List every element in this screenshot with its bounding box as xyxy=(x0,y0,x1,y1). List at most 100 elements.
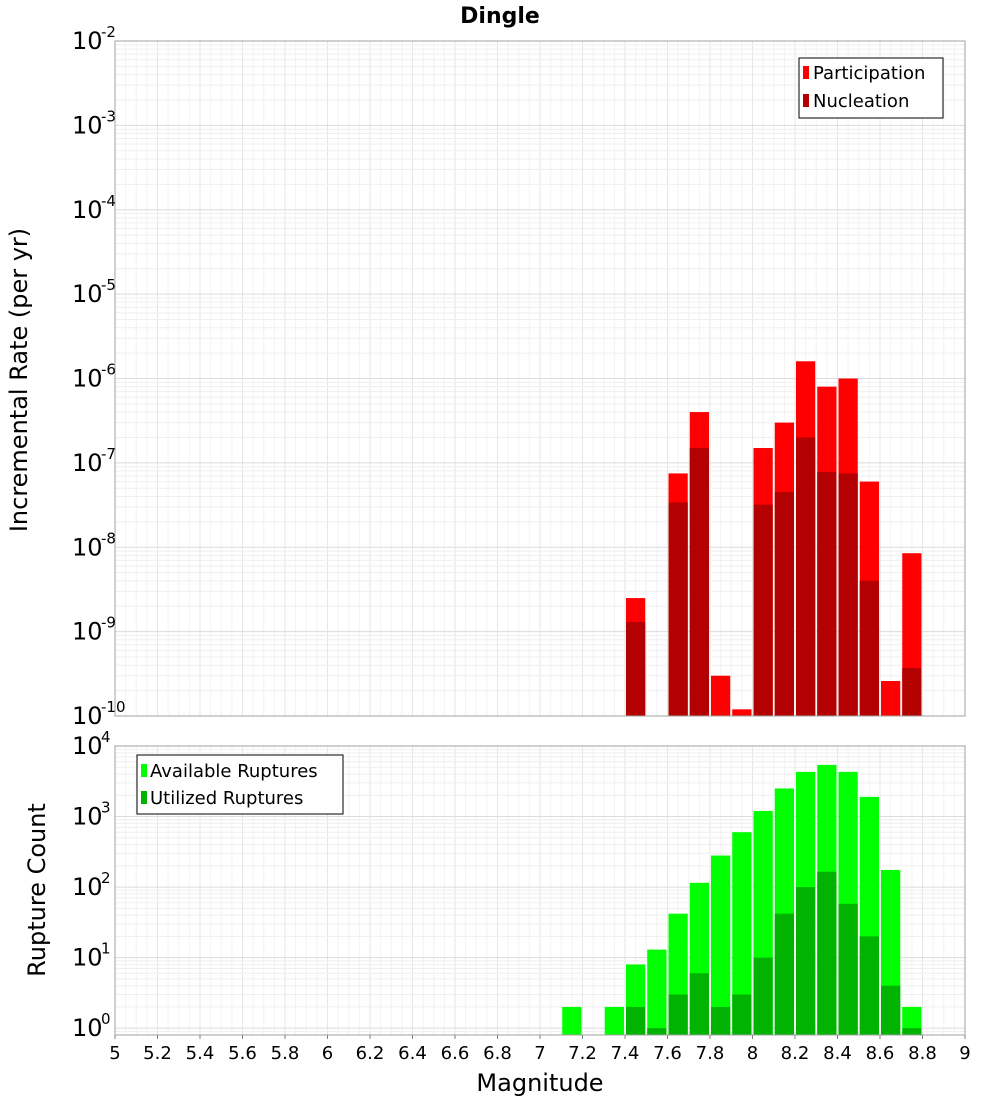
x-tick-label: 5.4 xyxy=(186,1043,215,1064)
legend-label-available: Available Ruptures xyxy=(150,761,318,782)
x-tick-label: 7.4 xyxy=(611,1043,640,1064)
y-tick-label: 10-6 xyxy=(72,361,116,393)
chart-title: Dingle xyxy=(460,4,540,29)
x-tick-label: 5.8 xyxy=(271,1043,300,1064)
y-tick-label: 10-8 xyxy=(72,529,116,561)
x-tick-label: 8.6 xyxy=(866,1043,895,1064)
bar-available-ruptures xyxy=(902,1006,922,1035)
x-tick-label: 7.6 xyxy=(653,1043,682,1064)
bar-nucleation xyxy=(817,471,837,716)
y-tick-label: 104 xyxy=(72,728,111,760)
bar-utilized-ruptures xyxy=(732,994,752,1035)
legend-swatch-nucleation xyxy=(803,94,809,107)
y-tick-base: 10 xyxy=(72,873,103,901)
y-tick-base: 10 xyxy=(72,111,103,139)
x-tick-label: 7.8 xyxy=(696,1043,725,1064)
x-tick-label: 6 xyxy=(322,1043,333,1064)
bar-nucleation xyxy=(859,580,879,716)
x-tick-label: 8 xyxy=(747,1043,758,1064)
bar-participation xyxy=(732,709,752,716)
bar-nucleation xyxy=(668,502,688,716)
y-tick-base: 10 xyxy=(72,196,103,224)
legend-label-nucleation: Nucleation xyxy=(813,91,909,112)
y-tick-base: 10 xyxy=(72,1014,103,1042)
top-legend: Participation Nucleation xyxy=(798,57,944,119)
y-tick-label: 10-10 xyxy=(72,698,126,730)
y-tick-exponent: -9 xyxy=(101,614,116,632)
y-tick-label: 101 xyxy=(72,940,111,972)
x-tick-label: 5 xyxy=(109,1043,120,1064)
bar-utilized-ruptures xyxy=(647,1028,667,1035)
bar-utilized-ruptures xyxy=(774,913,794,1035)
y-tick-exponent: -5 xyxy=(101,276,116,294)
y-tick-exponent: -10 xyxy=(101,698,126,716)
y-tick-exponent: -6 xyxy=(101,361,116,379)
y-tick-exponent: 4 xyxy=(101,728,111,746)
bar-nucleation xyxy=(774,492,794,716)
x-tick-label: 7.2 xyxy=(568,1043,597,1064)
legend-label-participation: Participation xyxy=(813,63,925,84)
legend-swatch-utilized xyxy=(141,791,147,804)
bar-participation xyxy=(881,680,901,716)
y-tick-label: 10-9 xyxy=(72,614,116,646)
y-tick-label: 10-3 xyxy=(72,107,116,139)
y-tick-base: 10 xyxy=(72,944,103,972)
incremental-rate-panel: 10-210-310-410-510-610-710-810-910-10 In… xyxy=(5,23,966,730)
y-tick-base: 10 xyxy=(72,803,103,831)
bar-utilized-ruptures xyxy=(626,1006,646,1035)
y-tick-base: 10 xyxy=(72,449,103,477)
y-tick-exponent: 1 xyxy=(101,940,111,958)
y-tick-base: 10 xyxy=(72,732,103,760)
bottom-y-axis-label: Rupture Count xyxy=(23,803,51,977)
bar-available-ruptures xyxy=(604,1006,624,1035)
bar-utilized-ruptures xyxy=(668,994,688,1035)
bar-utilized-ruptures xyxy=(796,887,816,1035)
x-tick-label: 6.6 xyxy=(441,1043,470,1064)
y-tick-base: 10 xyxy=(72,280,103,308)
bar-available-ruptures xyxy=(562,1006,582,1035)
top-bars xyxy=(626,361,922,716)
x-tick-label: 6.4 xyxy=(398,1043,427,1064)
x-tick-label: 7 xyxy=(534,1043,545,1064)
bar-utilized-ruptures xyxy=(881,985,901,1035)
y-tick-base: 10 xyxy=(72,27,103,55)
bar-utilized-ruptures xyxy=(689,973,709,1035)
bar-nucleation xyxy=(838,473,858,716)
x-tick-label: 8.8 xyxy=(908,1043,937,1064)
y-tick-exponent: 3 xyxy=(101,799,111,817)
y-tick-base: 10 xyxy=(72,618,103,646)
bar-utilized-ruptures xyxy=(711,1006,731,1035)
y-tick-label: 100 xyxy=(72,1010,111,1042)
x-tick-label: 5.6 xyxy=(228,1043,257,1064)
y-tick-exponent: -3 xyxy=(101,107,116,125)
y-tick-exponent: -2 xyxy=(101,23,116,41)
bar-utilized-ruptures xyxy=(859,936,879,1035)
bar-utilized-ruptures xyxy=(838,903,858,1035)
x-tick-label: 6.8 xyxy=(483,1043,512,1064)
bar-nucleation xyxy=(753,504,773,716)
bottom-legend: Available Ruptures Utilized Ruptures xyxy=(136,754,344,815)
x-axis-label: Magnitude xyxy=(476,1069,603,1097)
y-tick-exponent: -8 xyxy=(101,529,116,547)
y-tick-exponent: 0 xyxy=(101,1010,111,1028)
legend-label-utilized: Utilized Ruptures xyxy=(150,788,303,809)
top-plot-frame xyxy=(114,40,966,717)
bar-available-ruptures xyxy=(711,855,731,1035)
bar-utilized-ruptures xyxy=(902,1028,922,1035)
y-tick-exponent: -4 xyxy=(101,192,116,210)
bottom-bars xyxy=(562,764,922,1035)
y-tick-exponent: 2 xyxy=(101,869,111,887)
bar-utilized-ruptures xyxy=(817,871,837,1035)
bar-nucleation xyxy=(626,622,646,716)
x-tick-label: 8.2 xyxy=(781,1043,810,1064)
top-y-axis-label: Incremental Rate (per yr) xyxy=(5,228,33,532)
legend-swatch-available xyxy=(141,764,147,777)
x-tick-label: 9 xyxy=(959,1043,970,1064)
bar-utilized-ruptures xyxy=(753,957,773,1035)
y-tick-label: 10-5 xyxy=(72,276,116,308)
y-tick-base: 10 xyxy=(72,533,103,561)
y-tick-label: 103 xyxy=(72,799,111,831)
